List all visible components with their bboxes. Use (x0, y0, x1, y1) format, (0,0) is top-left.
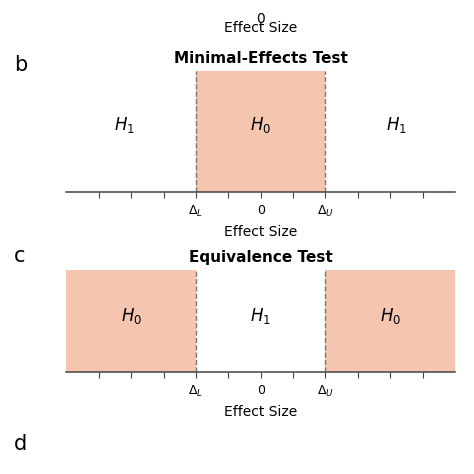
Bar (196, 71, 326, 192)
Text: $H_0$: $H_0$ (380, 306, 401, 326)
Bar (66, 270, 196, 372)
Text: Effect Size: Effect Size (224, 21, 297, 36)
Text: $\Delta_U$: $\Delta_U$ (317, 384, 334, 399)
Text: $\Delta_U$: $\Delta_U$ (317, 204, 334, 219)
Text: $\Delta_L$: $\Delta_L$ (188, 204, 203, 219)
Text: c: c (14, 246, 26, 266)
Text: $H_0$: $H_0$ (250, 116, 271, 136)
Text: 0: 0 (257, 204, 264, 217)
Text: $\Delta_L$: $\Delta_L$ (188, 384, 203, 399)
Text: 0: 0 (257, 384, 264, 397)
Title: Equivalence Test: Equivalence Test (189, 250, 333, 265)
Text: b: b (14, 55, 27, 74)
Text: $H_1$: $H_1$ (114, 116, 135, 136)
Text: d: d (14, 434, 27, 454)
Title: Minimal-Effects Test: Minimal-Effects Test (174, 51, 347, 66)
Text: $H_1$: $H_1$ (250, 306, 271, 326)
Bar (326, 270, 455, 372)
Text: $H_0$: $H_0$ (120, 306, 142, 326)
Text: $H_1$: $H_1$ (386, 116, 407, 136)
Text: 0: 0 (256, 12, 265, 26)
Text: Effect Size: Effect Size (224, 405, 297, 419)
Text: Effect Size: Effect Size (224, 225, 297, 239)
